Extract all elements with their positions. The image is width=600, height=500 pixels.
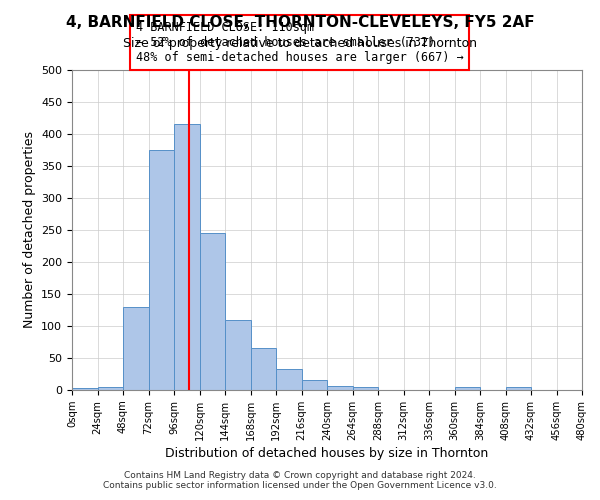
Text: 4, BARNFIELD CLOSE, THORNTON-CLEVELEYS, FY5 2AF: 4, BARNFIELD CLOSE, THORNTON-CLEVELEYS, …	[65, 15, 535, 30]
Bar	[225, 320, 251, 390]
Bar	[149, 150, 174, 390]
Bar	[123, 307, 149, 390]
Bar	[353, 388, 378, 390]
X-axis label: Distribution of detached houses by size in Thornton: Distribution of detached houses by size …	[166, 447, 488, 460]
Text: Contains HM Land Registry data © Crown copyright and database right 2024.
Contai: Contains HM Land Registry data © Crown c…	[103, 470, 497, 490]
Y-axis label: Number of detached properties: Number of detached properties	[23, 132, 35, 328]
Bar	[302, 380, 327, 390]
Bar	[199, 233, 225, 390]
Bar	[505, 388, 531, 390]
Bar	[276, 369, 302, 390]
Text: 4 BARNFIELD CLOSE: 110sqm
← 52% of detached houses are smaller (732)
48% of semi: 4 BARNFIELD CLOSE: 110sqm ← 52% of detac…	[136, 20, 464, 64]
Bar	[174, 124, 199, 390]
Bar	[72, 388, 97, 390]
Text: Size of property relative to detached houses in Thornton: Size of property relative to detached ho…	[123, 38, 477, 51]
Bar	[455, 388, 480, 390]
Bar	[251, 348, 276, 390]
Bar	[97, 387, 123, 390]
Bar	[327, 386, 353, 390]
